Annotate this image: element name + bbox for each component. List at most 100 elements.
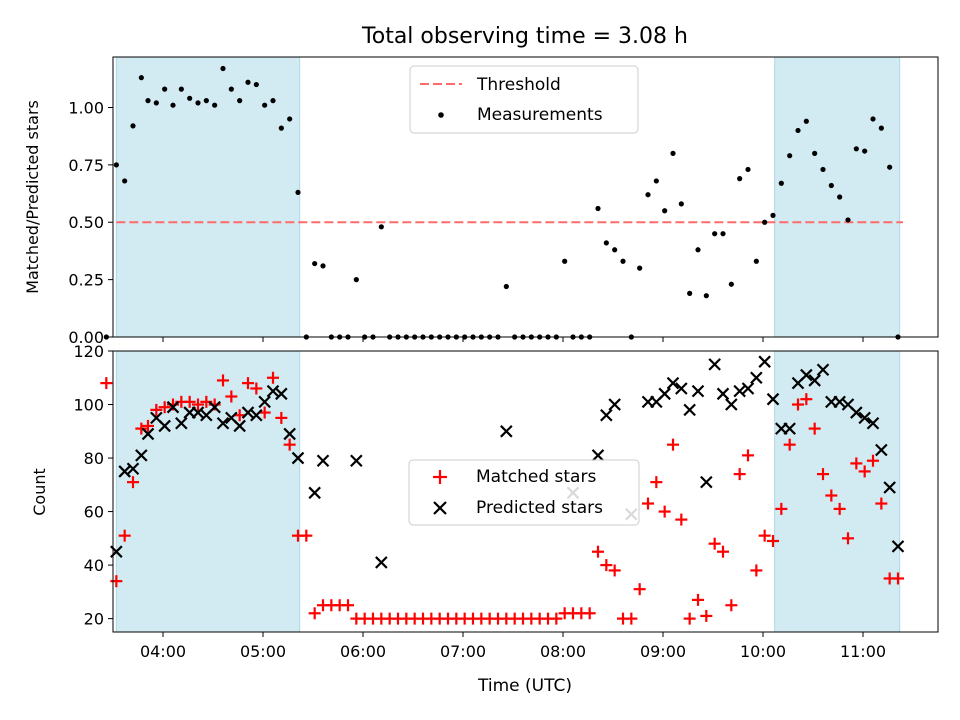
- top-panel: 0.00 0.25 0.50 0.75 1.00 Total observing tim…: [23, 24, 939, 347]
- predicted-legend-label: Predicted stars: [476, 498, 603, 518]
- matched-star-marker: [275, 411, 288, 424]
- predicted-star-marker: [691, 384, 705, 398]
- measurement-point: [703, 293, 709, 299]
- top-x-ticks: [162, 337, 864, 342]
- matched-star-marker: [700, 609, 713, 622]
- predicted-star-marker: [675, 382, 688, 395]
- measurement-point: [245, 79, 251, 85]
- predicted-star-marker: [250, 408, 263, 422]
- predicted-star-marker: [350, 454, 363, 468]
- predicted-star-marker: [716, 387, 730, 401]
- predicted-star-marker: [783, 422, 796, 435]
- matched-star-marker: [833, 502, 846, 515]
- bottom-y-tick-label: 120: [73, 342, 104, 361]
- matched-star-marker: [800, 393, 813, 406]
- predicted-star-marker: [766, 392, 780, 406]
- measurement-point: [687, 290, 693, 296]
- matched-star-marker: [283, 438, 296, 451]
- predicted-star-marker: [758, 355, 771, 368]
- measurement-point: [295, 189, 301, 196]
- matched-star-marker: [633, 583, 646, 596]
- bottom-x-tick-label: 07:00: [440, 642, 486, 661]
- predicted-star-marker: [608, 398, 621, 411]
- matched-star-marker: [892, 572, 904, 585]
- measurement-point: [145, 98, 151, 104]
- matched-legend-swatch: [433, 470, 447, 484]
- predicted-star-marker: [375, 556, 388, 569]
- matched-star-marker: [225, 390, 238, 403]
- measurement-point: [887, 164, 893, 170]
- shaded-interval-1: [115, 56, 301, 338]
- matched-star-marker: [192, 398, 204, 411]
- matched-star-marker: [583, 607, 596, 620]
- predicted-star-marker: [850, 406, 863, 419]
- matched-star-marker: [775, 502, 788, 515]
- top-y-tick-label: 1.00: [68, 98, 104, 117]
- threshold-legend-label: Threshold: [476, 75, 561, 95]
- predicted-star-marker: [700, 475, 713, 489]
- matched-star-marker: [250, 382, 263, 395]
- top-y-tick-label: 0.75: [68, 156, 104, 175]
- matched-star-marker: [842, 532, 854, 545]
- measurement-points: [103, 65, 901, 340]
- bottom-x-tick-label: 09:00: [640, 642, 686, 661]
- measurement-point: [103, 334, 109, 340]
- measurement-point: [712, 231, 718, 237]
- measurement-point: [278, 125, 284, 131]
- measurement-point: [787, 153, 793, 159]
- matched-star-marker: [858, 465, 871, 478]
- top-axes-frame: [112, 56, 939, 338]
- matched-star-marker: [808, 422, 821, 435]
- measurement-point: [187, 95, 193, 101]
- measurement-point: [122, 178, 128, 184]
- predicted-star-marker: [191, 406, 205, 419]
- measurements-legend-swatch: [438, 112, 444, 118]
- measurement-point: [678, 201, 684, 207]
- matched-star-marker: [692, 593, 704, 606]
- measurement-point: [595, 205, 601, 212]
- measurement-point: [620, 258, 626, 264]
- bottom-y-axis-label: Count: [30, 468, 49, 516]
- bottom-axes-frame: [112, 350, 939, 633]
- predicted-star-marker: [258, 395, 271, 409]
- top-legend: Threshold Measurements: [409, 65, 639, 134]
- predicted-star-marker: [126, 462, 140, 476]
- measurement-point: [212, 102, 218, 108]
- predicted-star-marker: [158, 419, 171, 433]
- bottom-x-axis-label: Time (UTC): [477, 676, 572, 696]
- predicted-star-marker: [275, 387, 288, 401]
- predicted-star-marker: [216, 416, 230, 430]
- matched-star-marker: [642, 497, 654, 510]
- matched-star-marker: [850, 457, 863, 470]
- measurement-point: [378, 224, 384, 230]
- predicted-star-marker: [591, 449, 605, 462]
- top-shaded-regions: [115, 56, 901, 338]
- predicted-star-marker: [800, 368, 813, 382]
- matched-star-marker: [742, 449, 754, 462]
- bottom-y-tick-label: 80: [84, 449, 104, 468]
- predicted-star-marker: [208, 400, 221, 414]
- bottom-panel: 20 40 60 80 100 120 04:00 05:00 06:00 07:00 08:00…: [30, 342, 939, 696]
- measurement-point: [353, 277, 359, 283]
- measurement-point: [262, 102, 268, 108]
- predicted-star-marker: [666, 376, 680, 390]
- measurement-point: [162, 86, 168, 92]
- predicted-star-marker: [708, 358, 721, 371]
- measurement-point: [612, 247, 618, 253]
- measurement-point: [130, 123, 136, 129]
- bottom-x-ticks: 04:00 05:00 06:00 07:00 08:00 09:00 10:00 11:00: [140, 632, 886, 661]
- measurement-point: [153, 100, 159, 106]
- matched-star-marker: [683, 612, 696, 625]
- matched-star-marker: [667, 438, 679, 451]
- matched-star-marker: [792, 398, 804, 411]
- measurement-point: [170, 102, 176, 108]
- measurement-point: [820, 166, 826, 173]
- matched-star-marker: [233, 409, 246, 422]
- measurement-point: [745, 166, 751, 173]
- predicted-star-marker: [291, 451, 305, 465]
- matched-star-marker: [550, 612, 563, 625]
- measurement-point: [853, 146, 859, 152]
- matched-star-marker: [658, 505, 671, 518]
- predicted-star-marker: [833, 395, 846, 409]
